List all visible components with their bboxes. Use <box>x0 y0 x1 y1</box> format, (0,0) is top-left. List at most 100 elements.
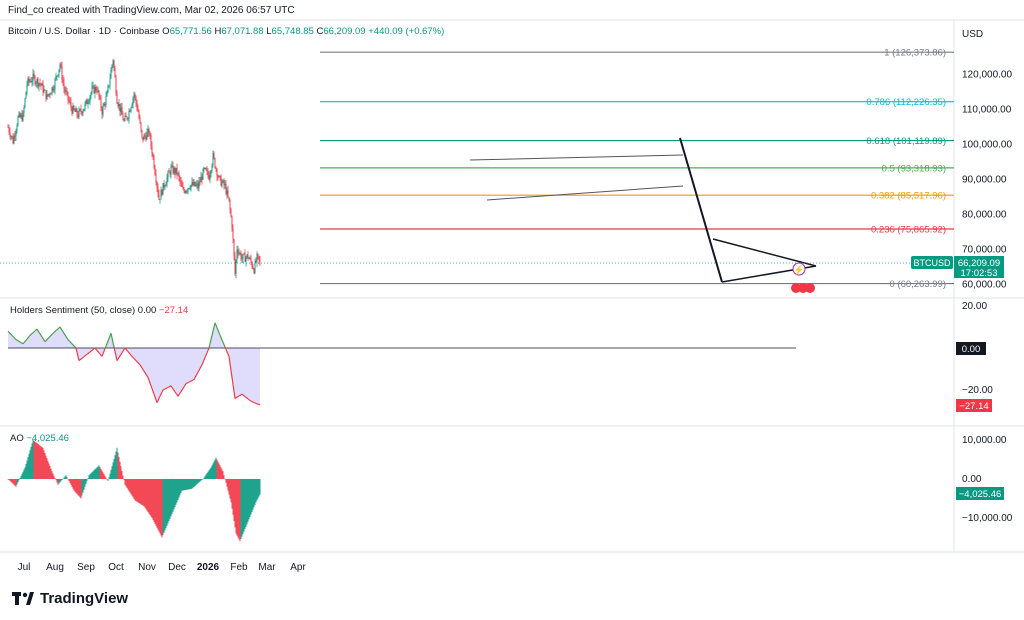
candle-body <box>99 96 101 98</box>
candle-body <box>138 111 140 119</box>
ao-bar <box>227 479 229 491</box>
ao-bar <box>32 440 34 479</box>
ao-bar <box>143 479 145 507</box>
ao-bar <box>98 465 100 479</box>
sentiment-segment <box>216 327 219 331</box>
ao-bar <box>226 479 228 487</box>
ao-bar <box>204 476 206 479</box>
sentiment-segment <box>92 348 95 351</box>
brand-footer[interactable]: TradingView <box>12 590 128 607</box>
candle-body <box>253 268 255 274</box>
candle-body <box>181 183 183 187</box>
ao-bar <box>45 455 47 479</box>
sentiment-segment <box>114 351 117 357</box>
candle-body <box>39 83 41 84</box>
drawing-wedge[interactable] <box>679 137 817 283</box>
sentiment-segment <box>65 336 68 339</box>
candle-body <box>160 189 162 200</box>
sentiment-segment <box>40 335 43 338</box>
sentiment-segment <box>134 359 137 362</box>
ao-bar <box>91 472 93 479</box>
sentiment-segment <box>79 358 82 361</box>
ao-bar <box>237 479 239 538</box>
sentiment-segment <box>66 337 69 340</box>
sentiment-segment <box>165 387 168 389</box>
ao-bar <box>157 479 159 530</box>
candle-body <box>34 76 36 84</box>
sentiment-segment <box>244 396 247 398</box>
sentiment-segment <box>181 388 184 391</box>
candle-body <box>122 114 124 121</box>
candle-body <box>43 89 45 93</box>
candle-body <box>167 171 169 178</box>
ao-bar <box>106 479 108 480</box>
sentiment-segment <box>217 329 220 333</box>
fib-label: 0.382 (85,517.96) <box>871 191 946 202</box>
sentiment-segment <box>227 353 230 357</box>
sentiment-segment <box>112 342 115 348</box>
ao-badge: −4,025.46 <box>956 487 1004 500</box>
candle-body <box>97 90 99 92</box>
sentiment-segment <box>207 347 210 351</box>
drawing-channel[interactable] <box>469 154 684 201</box>
candle-body <box>171 165 173 167</box>
candle-body <box>129 110 131 112</box>
ao-bar <box>127 479 129 490</box>
ao-bar <box>220 467 222 479</box>
ao-bar <box>112 462 114 479</box>
ao-bar <box>229 479 231 499</box>
candle-body <box>108 85 110 87</box>
fib-label: 0.786 (112,226.35) <box>866 97 946 108</box>
candle-body <box>229 199 231 210</box>
sentiment-segment <box>33 330 36 333</box>
ao-bar <box>81 479 83 496</box>
event-markers[interactable]: ⚡ <box>791 262 815 293</box>
candle-body <box>170 166 172 175</box>
tradingview-logo-icon <box>12 591 34 605</box>
ao-bar <box>111 466 113 479</box>
sentiment-segment <box>21 342 24 345</box>
candle-body <box>10 136 12 138</box>
sentiment-segment <box>199 366 202 369</box>
candle-body <box>205 167 207 171</box>
sentiment-segment <box>47 337 50 339</box>
sentiment-segment <box>121 350 124 354</box>
fib-retracement[interactable]: 1 (126,373.86) 0.786 (112,226.35) 0.618 (1… <box>320 48 954 290</box>
sentiment-segment <box>80 357 83 360</box>
ao-bar <box>35 442 37 479</box>
candle-body <box>89 96 91 102</box>
candle-body <box>24 98 26 108</box>
sentiment-segment <box>179 391 182 394</box>
candle-body <box>80 109 82 112</box>
sentiment-segment <box>156 400 159 403</box>
candle-body <box>19 113 21 118</box>
sentiment-segment <box>26 337 29 340</box>
ao-bar <box>206 473 208 479</box>
ao-bar <box>152 479 154 520</box>
ao-bar <box>73 479 75 491</box>
sentiment-segment <box>101 353 104 357</box>
sentiment-segment <box>162 388 165 391</box>
badge-ao: −4,025.46 <box>959 489 1002 500</box>
candle-body <box>109 78 111 86</box>
ao-bar <box>230 479 232 503</box>
candle-body <box>14 135 16 137</box>
ao-bar <box>101 470 103 479</box>
candle-body <box>114 68 116 78</box>
sentiment-segment <box>64 334 67 337</box>
candle-body <box>195 184 197 186</box>
sentiment-segment <box>108 335 111 339</box>
sentiment-segment <box>41 336 44 339</box>
candle-body <box>45 90 47 100</box>
ao-bar <box>175 479 177 505</box>
change-value: +440.09 (+0.67%) <box>368 26 445 37</box>
ao-bar <box>114 455 116 479</box>
ao-bar <box>186 479 188 490</box>
sentiment-segment <box>93 347 96 350</box>
sentiment-segment <box>223 344 226 348</box>
sentiment-segment <box>245 396 248 399</box>
ao-bar <box>88 475 90 479</box>
ao-bar <box>253 479 255 508</box>
ao-bar <box>188 479 190 490</box>
